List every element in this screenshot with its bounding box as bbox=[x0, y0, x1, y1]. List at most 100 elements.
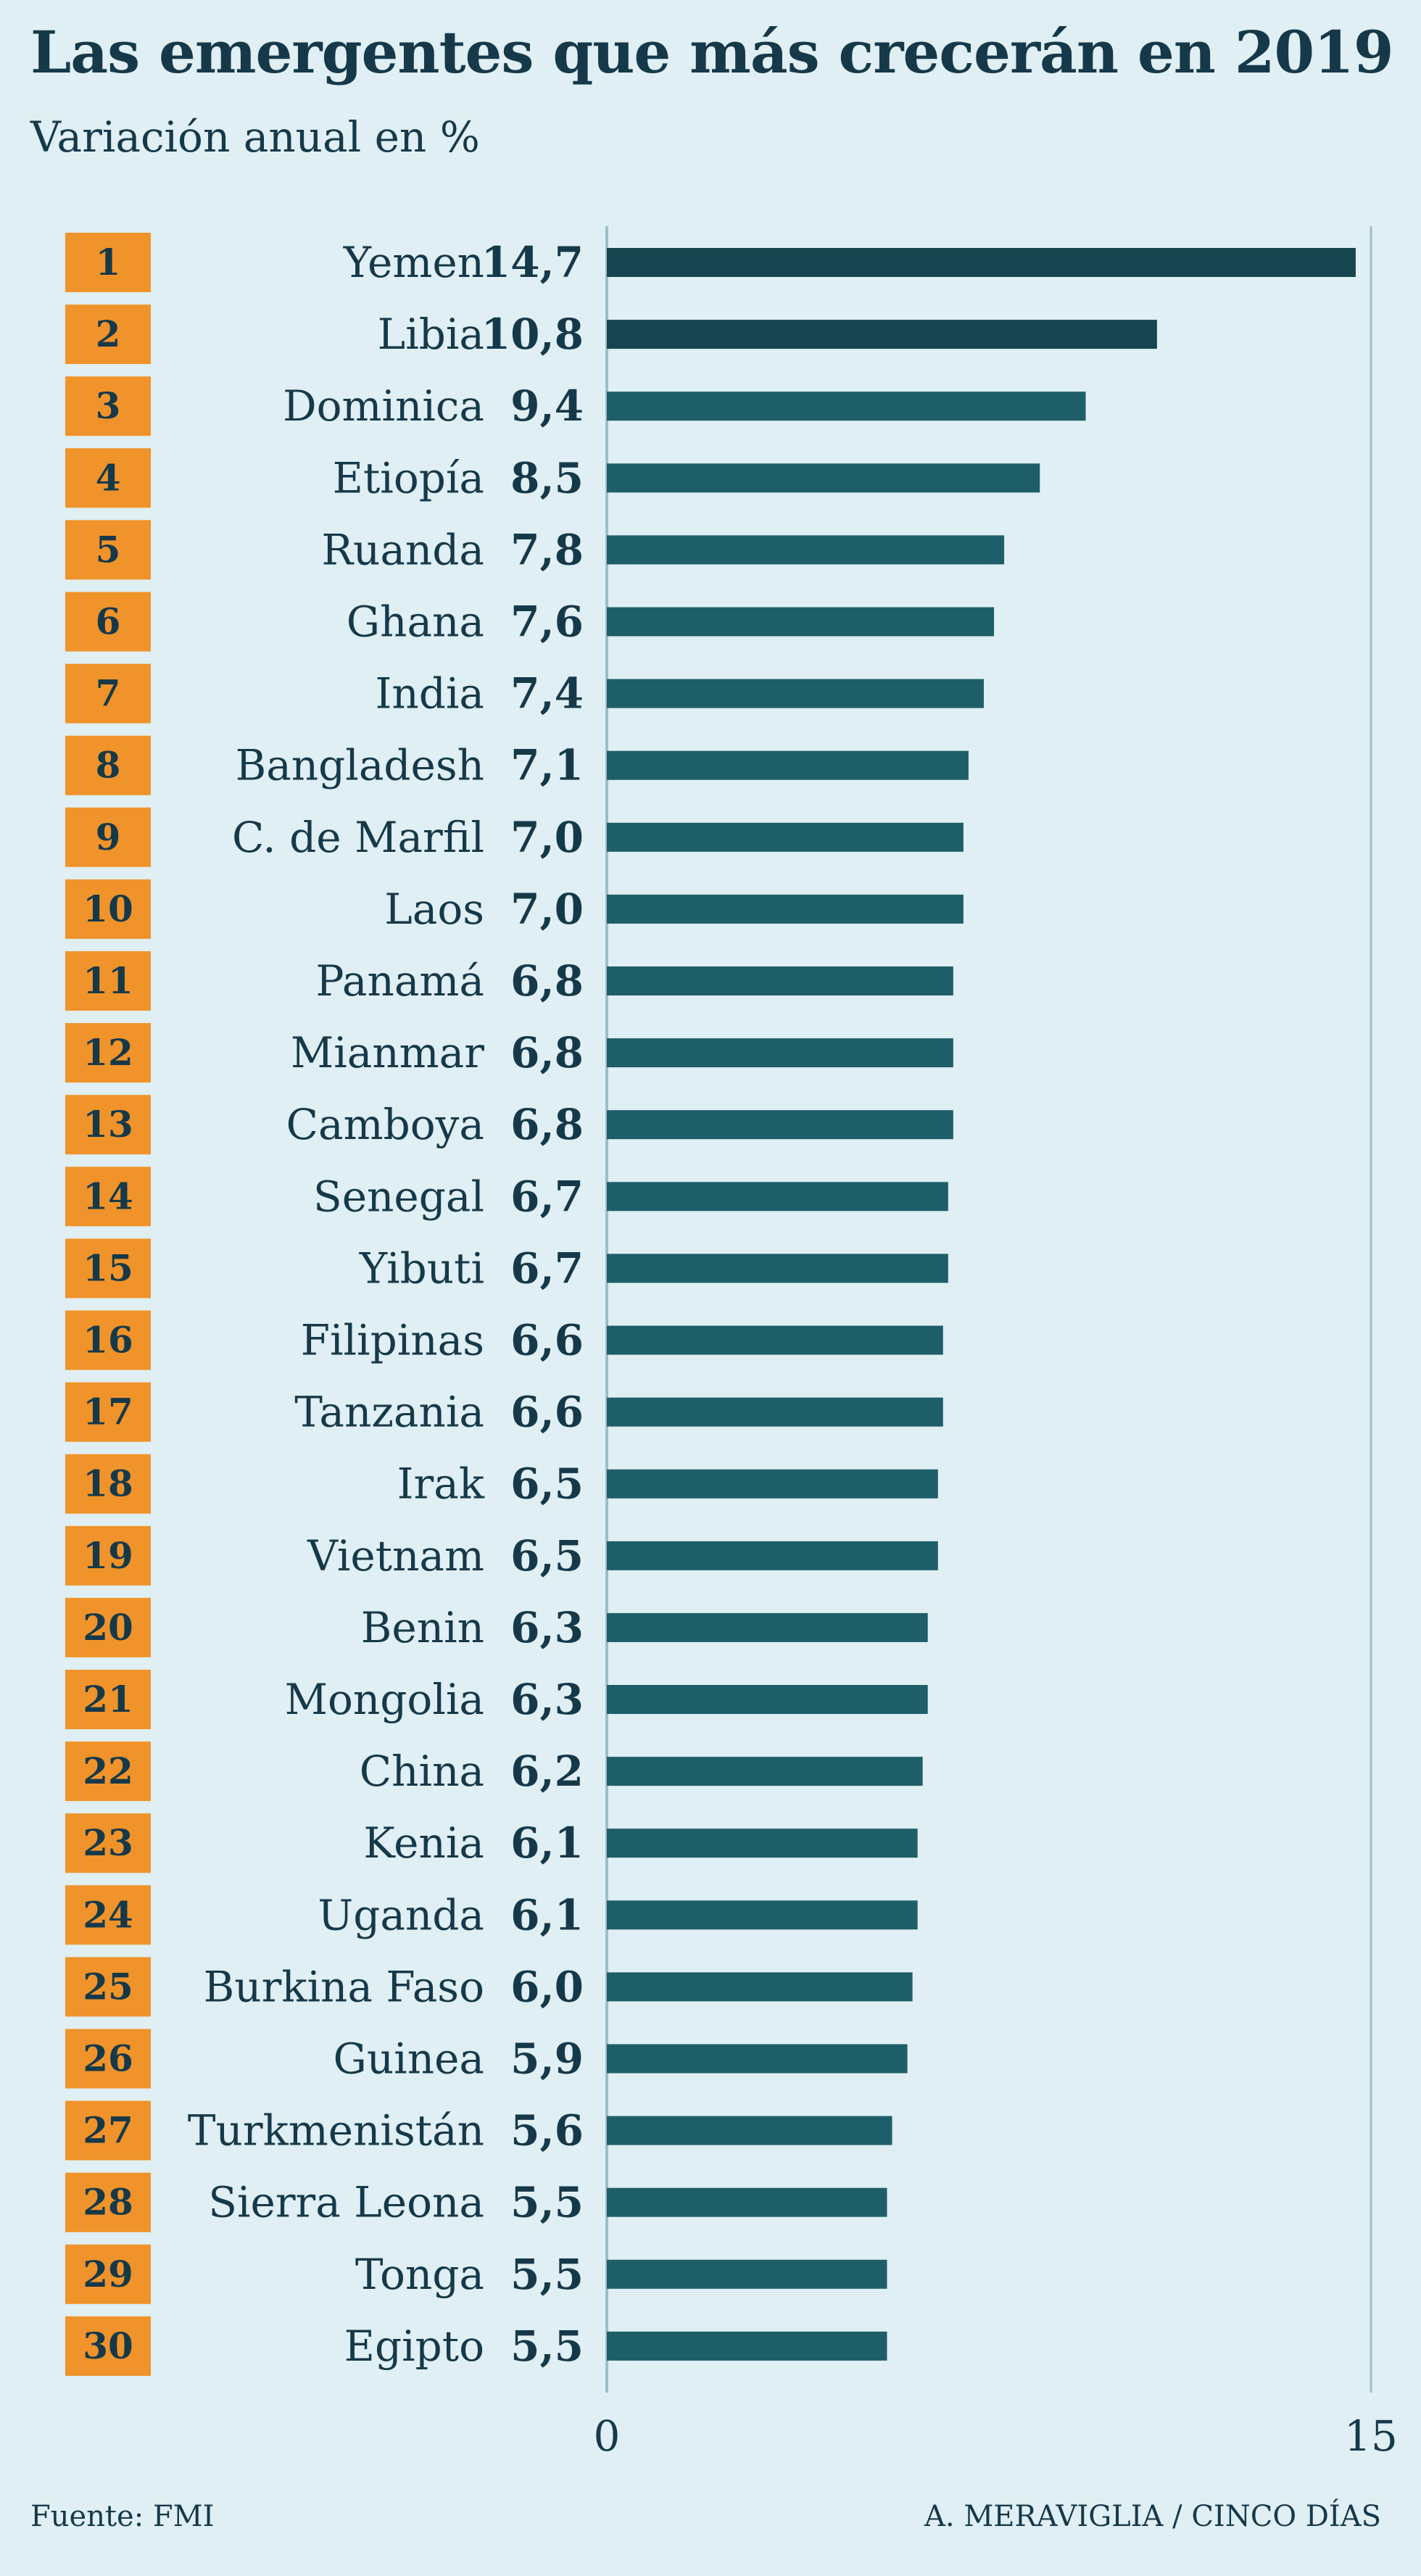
country-label: Tonga bbox=[355, 2250, 484, 2299]
rank-badge bbox=[65, 1167, 151, 1227]
rank-number: 19 bbox=[83, 1534, 133, 1577]
bar bbox=[607, 1829, 918, 1858]
rank-badge bbox=[65, 2029, 151, 2089]
rank-badge bbox=[65, 1525, 151, 1586]
chart-subtitle: Variación anual en % bbox=[30, 112, 480, 162]
bar bbox=[607, 392, 1086, 421]
country-label: Camboya bbox=[286, 1100, 484, 1149]
rank-badge bbox=[65, 1095, 151, 1155]
value-label: 8,5 bbox=[510, 453, 584, 502]
rank-badge bbox=[65, 2172, 151, 2232]
value-label: 5,9 bbox=[510, 2034, 584, 2084]
rank-number: 13 bbox=[83, 1103, 133, 1146]
rank-badge bbox=[65, 305, 151, 365]
rank-badge bbox=[65, 1742, 151, 1802]
rank-number: 24 bbox=[83, 1893, 133, 1936]
rank-number: 28 bbox=[83, 2181, 133, 2224]
rank-badge bbox=[65, 1310, 151, 1370]
country-label: Mianmar bbox=[291, 1028, 484, 1077]
rank-badge bbox=[65, 1957, 151, 2017]
bar bbox=[607, 1757, 923, 1786]
country-label: C. de Marfil bbox=[232, 813, 484, 862]
rank-number: 8 bbox=[96, 744, 121, 787]
country-label: Libia bbox=[378, 310, 484, 359]
country-label: Benin bbox=[361, 1603, 484, 1652]
country-label: Yibuti bbox=[359, 1243, 484, 1293]
country-label: Filipinas bbox=[301, 1316, 484, 1365]
value-label: 6,8 bbox=[510, 1028, 584, 1077]
bar bbox=[607, 248, 1356, 277]
rank-number: 11 bbox=[83, 959, 133, 1002]
rank-number: 16 bbox=[83, 1319, 133, 1362]
bar bbox=[607, 2187, 887, 2217]
rank-badge bbox=[65, 233, 151, 292]
rank-badge bbox=[65, 1454, 151, 1514]
country-label: China bbox=[360, 1747, 484, 1796]
rank-badge bbox=[65, 376, 151, 436]
value-label: 7,0 bbox=[510, 885, 584, 934]
bar bbox=[607, 2331, 887, 2361]
value-label: 6,8 bbox=[510, 1100, 584, 1149]
country-label: Ghana bbox=[347, 597, 484, 647]
country-label: Guinea bbox=[334, 2034, 485, 2084]
rank-number: 14 bbox=[83, 1175, 133, 1217]
bar bbox=[607, 1325, 943, 1355]
bar bbox=[607, 822, 964, 852]
value-label: 5,5 bbox=[510, 2322, 584, 2371]
value-label: 6,8 bbox=[510, 956, 584, 1006]
rank-number: 17 bbox=[83, 1391, 133, 1433]
bar bbox=[607, 320, 1157, 349]
rank-number: 5 bbox=[96, 528, 121, 571]
bar bbox=[607, 1685, 928, 1714]
bar bbox=[607, 1397, 943, 1427]
rank-number: 15 bbox=[83, 1246, 133, 1289]
country-label: Burkina Faso bbox=[204, 1962, 484, 2011]
rank-number: 1 bbox=[96, 241, 121, 283]
bar bbox=[607, 966, 953, 995]
rank-badge bbox=[65, 2316, 151, 2376]
value-label: 6,5 bbox=[510, 1531, 584, 1581]
value-label: 7,4 bbox=[510, 669, 584, 718]
value-label: 6,3 bbox=[510, 1675, 584, 1724]
rank-number: 7 bbox=[96, 672, 121, 715]
value-label: 6,0 bbox=[510, 1962, 584, 2011]
rank-badge bbox=[65, 1382, 151, 1442]
rank-badge bbox=[65, 807, 151, 867]
value-label: 5,5 bbox=[510, 2178, 584, 2227]
rank-number: 4 bbox=[96, 456, 121, 499]
country-label: Yemen bbox=[343, 238, 484, 287]
country-label: Dominica bbox=[283, 381, 484, 431]
bar bbox=[607, 1972, 913, 2002]
country-label: Laos bbox=[384, 885, 484, 934]
x-tick-label: 15 bbox=[1344, 2411, 1398, 2461]
rank-number: 21 bbox=[83, 1678, 133, 1720]
rank-number: 27 bbox=[83, 2109, 133, 2152]
country-label: Panamá bbox=[315, 956, 484, 1006]
rank-badge bbox=[65, 1885, 151, 1945]
bar bbox=[607, 1541, 938, 1570]
country-label: Turkmenistán bbox=[188, 2106, 484, 2155]
country-label: Kenia bbox=[363, 1818, 484, 1868]
value-label: 6,1 bbox=[510, 1818, 584, 1868]
rank-number: 20 bbox=[83, 1606, 133, 1649]
country-label: Egipto bbox=[344, 2322, 484, 2371]
value-label: 7,8 bbox=[510, 525, 584, 574]
rank-badge bbox=[65, 1813, 151, 1873]
country-label: Ruanda bbox=[321, 525, 484, 574]
bar bbox=[607, 750, 969, 780]
country-label: Uganda bbox=[318, 1890, 484, 1939]
bar bbox=[607, 607, 995, 637]
bar bbox=[607, 1182, 948, 1212]
value-label: 7,1 bbox=[510, 741, 584, 790]
country-label: India bbox=[375, 669, 484, 718]
x-tick-label: 0 bbox=[594, 2411, 621, 2461]
rank-number: 2 bbox=[96, 312, 121, 355]
value-label: 10,8 bbox=[481, 310, 584, 359]
rank-badge bbox=[65, 663, 151, 724]
rank-badge bbox=[65, 2100, 151, 2161]
rank-number: 6 bbox=[96, 600, 121, 643]
value-label: 5,5 bbox=[510, 2250, 584, 2299]
rank-number: 26 bbox=[83, 2037, 133, 2080]
rank-number: 3 bbox=[96, 384, 121, 427]
rank-badge bbox=[65, 1238, 151, 1299]
